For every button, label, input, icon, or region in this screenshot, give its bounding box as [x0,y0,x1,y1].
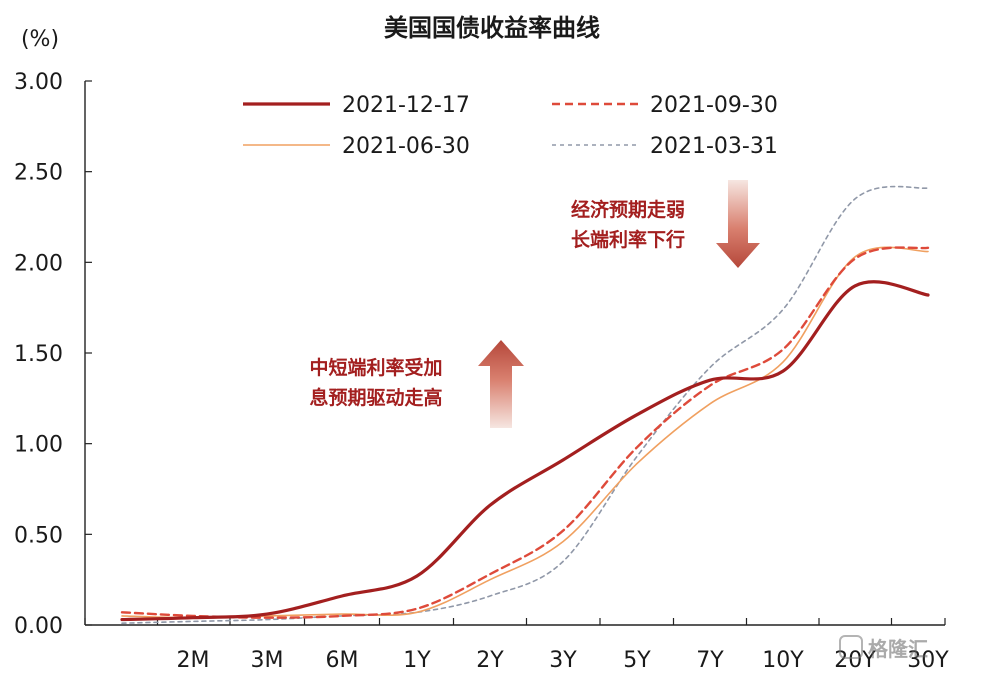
x-tick-label: 1Y [403,648,431,673]
annotations: 经济预期走弱 长端利率下行 中短端利率受加 息预期驱动走高 [309,180,760,428]
y-tick-label: 2.50 [14,161,63,186]
watermark-text: 格隆汇 [868,637,928,661]
annotation-text-up-line2: 息预期驱动走高 [309,386,442,409]
annotation-text-up-line1: 中短端利率受加 [309,356,442,379]
x-tick-label: 5Y [623,648,651,673]
x-tick-label: 7Y [696,648,724,673]
x-tick-label: 2Y [476,648,504,673]
x-tick-label: 2M [177,648,210,673]
y-tick-label: 1.00 [14,433,63,458]
y-tick-label: 0.00 [14,614,63,639]
x-tick-label: 3Y [549,648,577,673]
annotation-text-down-line2: 长端利率下行 [571,228,685,251]
y-tick-label: 0.50 [14,523,63,548]
series-line-2021-09-30 [120,246,930,619]
x-tick-label: 30Y [907,648,949,673]
y-tick-label: 1.50 [14,342,63,367]
legend-label-2021-03-31: 2021-03-31 [650,134,778,159]
x-tick-label: 20Y [834,648,876,673]
series-line-2021-03-31 [121,185,929,624]
y-tick-label: 2.00 [14,251,63,276]
annotation-text-down-line1: 经济预期走弱 [571,198,685,221]
y-axis-unit-label: (%) [21,27,59,52]
series-line-2021-12-17 [120,280,930,622]
x-tick-label: 6M [326,648,359,673]
arrow-down-icon [716,180,760,268]
chart-title: 美国国债收益率曲线 [384,14,600,42]
legend: 2021-12-17 2021-09-30 2021-06-30 2021-03-31 [243,93,778,159]
x-tick-label: 3M [251,648,284,673]
x-tick-label: 10Y [762,648,804,673]
legend-label-2021-06-30: 2021-06-30 [342,134,470,159]
y-tick-label: 3.00 [14,70,63,95]
x-axis: 2M 3M 6M 1Y 2Y 3Y 5Y 7Y 10Y 20Y 30Y [84,618,949,673]
arrow-up-icon [478,340,524,428]
watermark: 格隆汇 [839,635,928,661]
legend-label-2021-09-30: 2021-09-30 [650,93,778,118]
y-axis: 0.00 0.50 1.00 1.50 2.00 2.50 3.00 [14,70,92,639]
legend-label-2021-12-17: 2021-12-17 [342,93,470,118]
series-lines [120,185,930,624]
series-line-2021-06-30 [121,246,929,619]
watermark-logo-icon [839,635,863,659]
